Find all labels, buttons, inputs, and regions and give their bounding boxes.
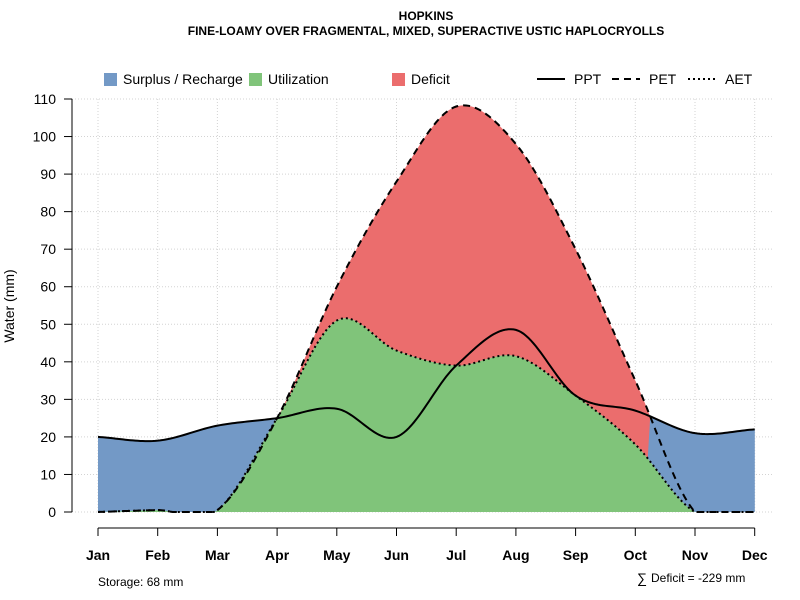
x-tick-label: Jun — [384, 547, 409, 563]
x-tick-label: Jan — [86, 547, 110, 563]
x-tick-label: Sep — [563, 547, 589, 563]
x-tick-label: Feb — [145, 547, 170, 563]
y-tick-label: 100 — [33, 129, 57, 145]
legend: Surplus / Recharge Utilization Deficit P… — [104, 71, 753, 87]
x-tick-label: Apr — [265, 547, 290, 563]
pet-line — [97, 104, 755, 513]
y-tick-label: 70 — [40, 241, 56, 257]
legend-label-ppt: PPT — [574, 71, 602, 87]
legend-label-surplus: Surplus / Recharge — [123, 71, 243, 87]
x-tick-label: Dec — [742, 547, 768, 563]
y-tick-label: 50 — [40, 316, 56, 332]
y-tick-label: 80 — [40, 204, 56, 220]
y-tick-label: 30 — [40, 391, 56, 407]
y-tick-label: 90 — [40, 166, 56, 182]
y-tick-label: 10 — [40, 466, 56, 482]
series-lines — [97, 104, 755, 513]
y-tick-label: 0 — [48, 504, 56, 520]
y-axis: 0 10 20 30 40 50 60 70 80 90 100 110 — [33, 91, 73, 520]
y-tick-label: 40 — [40, 354, 56, 370]
deficit-area — [98, 105, 755, 512]
storage-annotation: Storage: 68 mm — [98, 575, 183, 589]
chart-title: HOPKINS — [399, 9, 454, 23]
x-tick-label: Aug — [502, 547, 529, 563]
chart-subtitle: FINE-LOAMY OVER FRAGMENTAL, MIXED, SUPER… — [188, 24, 664, 38]
x-axis: Jan Feb Mar Apr May Jun Jul Aug Sep Oct Nov Dec — [86, 527, 768, 563]
x-tick-label: Mar — [205, 547, 230, 563]
y-tick-label: 20 — [40, 429, 56, 445]
x-tick-label: Jul — [446, 547, 466, 563]
utilization-area — [98, 318, 755, 512]
legend-label-aet: AET — [725, 71, 753, 87]
x-tick-label: Nov — [682, 547, 709, 563]
y-axis-label: Water (mm) — [1, 269, 17, 342]
x-tick-label: Oct — [624, 547, 648, 563]
legend-swatch-utilization — [249, 73, 262, 86]
legend-label-utilization: Utilization — [268, 71, 329, 87]
deficit-annotation: Deficit = -229 mm — [651, 571, 745, 585]
x-tick-label: May — [323, 547, 350, 563]
ppt-line — [97, 328, 755, 443]
legend-label-pet: PET — [649, 71, 677, 87]
legend-swatch-deficit — [392, 73, 405, 86]
y-tick-label: 110 — [34, 91, 57, 107]
legend-swatch-surplus — [104, 73, 117, 86]
surplus-recharge-area-winter — [98, 318, 755, 512]
area-fills — [98, 105, 755, 512]
deficit-sum-symbol: ∑ — [637, 570, 647, 586]
legend-label-deficit: Deficit — [411, 71, 450, 87]
y-tick-label: 60 — [40, 279, 56, 295]
